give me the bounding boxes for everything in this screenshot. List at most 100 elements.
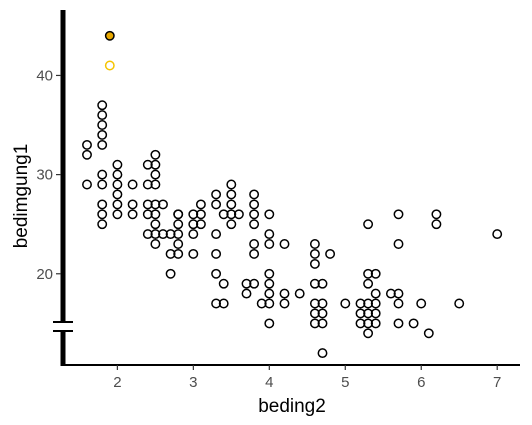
data-point bbox=[97, 179, 108, 190]
data-point bbox=[264, 239, 275, 249]
data-point bbox=[150, 229, 161, 240]
data-point bbox=[218, 278, 229, 289]
data-point bbox=[211, 248, 222, 259]
data-point bbox=[165, 229, 176, 240]
data-point bbox=[112, 169, 123, 180]
data-point bbox=[249, 248, 260, 259]
data-point bbox=[97, 100, 108, 111]
data-point bbox=[150, 199, 161, 210]
x-tick-label: 5 bbox=[341, 374, 349, 391]
data-point bbox=[218, 209, 229, 220]
data-point bbox=[233, 209, 244, 220]
data-point bbox=[309, 298, 320, 309]
data-point bbox=[279, 288, 290, 299]
data-point bbox=[226, 179, 237, 190]
data-point bbox=[127, 179, 138, 190]
data-point bbox=[264, 209, 275, 220]
data-point bbox=[249, 199, 260, 210]
data-point bbox=[97, 199, 108, 210]
data-point bbox=[173, 229, 184, 240]
data-point bbox=[393, 239, 404, 249]
data-point bbox=[82, 139, 92, 150]
points-layer bbox=[82, 30, 503, 359]
data-point bbox=[393, 209, 404, 220]
data-point bbox=[249, 278, 260, 289]
data-point bbox=[82, 179, 92, 190]
data-point bbox=[431, 209, 442, 220]
data-point bbox=[173, 219, 184, 230]
data-point bbox=[279, 298, 290, 309]
data-point bbox=[97, 110, 108, 121]
x-axis-title: beding2 bbox=[258, 396, 326, 417]
data-point bbox=[363, 328, 374, 339]
data-point bbox=[173, 239, 184, 249]
axis-break-marker bbox=[53, 321, 73, 332]
data-point bbox=[317, 278, 328, 289]
data-point bbox=[211, 298, 222, 309]
data-point bbox=[370, 318, 381, 329]
data-point bbox=[127, 209, 138, 220]
data-point bbox=[385, 288, 396, 299]
data-point bbox=[112, 179, 123, 190]
data-point bbox=[112, 199, 123, 210]
x-tick-label: 4 bbox=[265, 374, 273, 391]
data-point bbox=[211, 229, 222, 240]
data-point bbox=[82, 149, 92, 160]
data-point bbox=[492, 229, 503, 240]
data-point bbox=[158, 229, 168, 240]
x-tick-label: 3 bbox=[189, 374, 197, 391]
data-point bbox=[363, 219, 374, 230]
data-point bbox=[127, 199, 138, 210]
data-point bbox=[309, 318, 320, 329]
data-point bbox=[142, 199, 153, 210]
data-point bbox=[165, 248, 176, 259]
data-point bbox=[241, 278, 252, 289]
data-point bbox=[363, 278, 374, 289]
data-point bbox=[363, 298, 374, 309]
data-point bbox=[393, 318, 404, 329]
data-point bbox=[317, 298, 328, 309]
data-point bbox=[150, 169, 161, 180]
data-point bbox=[423, 328, 434, 339]
data-point bbox=[256, 298, 267, 309]
data-point bbox=[150, 159, 161, 170]
data-point bbox=[97, 139, 108, 150]
data-point bbox=[309, 278, 320, 289]
data-point bbox=[264, 268, 275, 279]
y-tick-label: 20 bbox=[36, 266, 53, 283]
x-tick-label: 2 bbox=[113, 374, 121, 391]
data-point bbox=[370, 308, 381, 319]
data-point bbox=[195, 219, 206, 230]
y-tick-label: 30 bbox=[36, 167, 53, 184]
data-point bbox=[363, 308, 374, 319]
data-point bbox=[97, 169, 108, 180]
highlight-point bbox=[104, 30, 115, 41]
data-point bbox=[363, 268, 374, 279]
data-point bbox=[158, 199, 168, 210]
data-point bbox=[393, 298, 404, 309]
highlight-point bbox=[104, 60, 115, 71]
data-point bbox=[309, 239, 320, 249]
y-ticks: 20 30 40 bbox=[36, 67, 61, 283]
data-point bbox=[264, 318, 275, 329]
data-point bbox=[317, 308, 328, 319]
data-point bbox=[218, 298, 229, 309]
data-point bbox=[309, 258, 320, 269]
data-point bbox=[142, 179, 153, 190]
data-point bbox=[188, 209, 199, 220]
data-point bbox=[142, 159, 153, 170]
data-point bbox=[150, 149, 161, 160]
data-point bbox=[340, 298, 351, 309]
data-point bbox=[211, 199, 222, 210]
data-point bbox=[211, 268, 222, 279]
data-point bbox=[195, 199, 206, 210]
data-point bbox=[355, 308, 366, 319]
data-point bbox=[226, 209, 237, 220]
data-point bbox=[150, 219, 161, 230]
data-point bbox=[416, 298, 427, 309]
data-point bbox=[309, 248, 320, 259]
data-point bbox=[150, 209, 161, 220]
x-tick-label: 7 bbox=[493, 374, 501, 391]
data-point bbox=[97, 120, 108, 130]
